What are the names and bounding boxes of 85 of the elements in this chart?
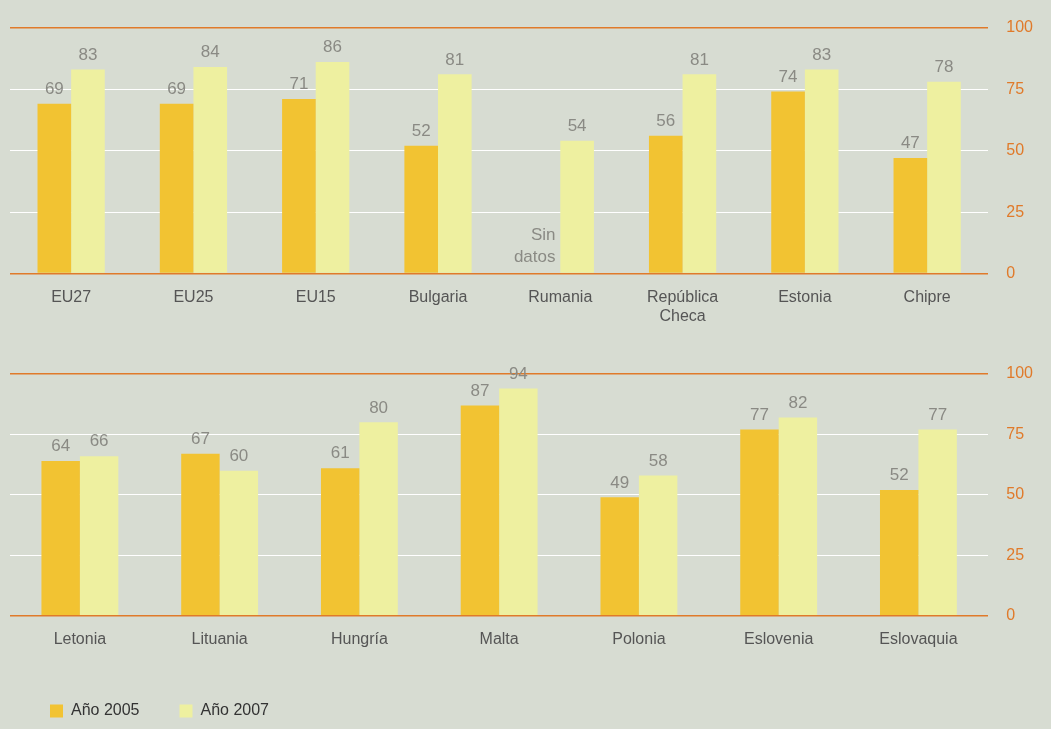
y-tick-label: 25 xyxy=(1006,545,1025,563)
y-tick-label: 0 xyxy=(1006,264,1016,282)
data-label: 58 xyxy=(648,450,668,470)
bar xyxy=(438,74,472,273)
bar xyxy=(560,140,594,273)
data-label: 83 xyxy=(812,44,832,64)
x-tick-label: Rumania xyxy=(528,287,593,305)
data-label: 54 xyxy=(567,115,587,135)
y-tick-label: 75 xyxy=(1006,424,1025,442)
bar xyxy=(638,475,678,616)
x-tick-label: República Checa xyxy=(647,287,719,324)
x-tick-label: Chipre xyxy=(903,287,951,305)
data-label: 82 xyxy=(788,392,808,412)
data-label: 67 xyxy=(190,428,210,448)
bar xyxy=(315,62,350,273)
bar xyxy=(927,81,961,273)
data-label: 87 xyxy=(470,380,490,400)
bar xyxy=(359,422,398,616)
bar xyxy=(193,66,228,273)
bar xyxy=(648,135,683,273)
x-tick-label: Lituania xyxy=(191,629,248,647)
bar xyxy=(499,388,538,616)
bar xyxy=(219,470,259,616)
x-tick-label: Hungría xyxy=(330,629,388,647)
bar xyxy=(37,103,72,273)
bar xyxy=(71,69,105,273)
x-tick-label: Malta xyxy=(479,629,519,647)
legend-label: Año 2007 xyxy=(200,701,270,719)
data-label: 84 xyxy=(200,42,220,62)
x-tick-label: Polonia xyxy=(612,629,666,647)
data-label: 69 xyxy=(44,79,64,99)
data-label: 86 xyxy=(323,37,342,57)
bar xyxy=(41,461,80,616)
bar xyxy=(181,453,220,616)
data-label: 77 xyxy=(928,404,948,424)
bar xyxy=(771,91,805,273)
data-label: 56 xyxy=(656,111,676,131)
bar xyxy=(460,405,500,616)
x-tick-label: EU25 xyxy=(173,287,214,305)
bar xyxy=(804,69,839,273)
y-tick-label: 50 xyxy=(1006,485,1025,503)
x-tick-label: Letonia xyxy=(53,629,107,647)
x-tick-label: EU15 xyxy=(295,287,336,305)
data-label: 78 xyxy=(934,56,954,76)
y-tick-label: 100 xyxy=(1006,18,1034,36)
data-label: 69 xyxy=(167,79,187,99)
y-tick-label: 25 xyxy=(1006,202,1025,220)
x-tick-label: EU27 xyxy=(51,287,92,305)
x-tick-label: Bulgaria xyxy=(408,287,468,305)
data-label: 83 xyxy=(78,44,98,64)
data-label: 49 xyxy=(610,472,630,492)
data-label: 52 xyxy=(411,120,431,140)
bar xyxy=(740,429,779,616)
data-label: 81 xyxy=(445,49,465,69)
bar xyxy=(893,157,928,273)
bar xyxy=(879,490,919,616)
data-label: 80 xyxy=(369,397,389,417)
data-label: 71 xyxy=(289,74,309,94)
data-label: 81 xyxy=(689,49,709,69)
bar xyxy=(159,103,194,273)
data-label: 60 xyxy=(229,445,249,465)
annotation: Sin datos xyxy=(513,224,556,266)
bar xyxy=(600,497,639,616)
bar xyxy=(320,468,360,616)
bar xyxy=(282,98,316,273)
legend-label: Año 2005 xyxy=(71,701,140,719)
bar xyxy=(918,429,957,616)
y-tick-label: 100 xyxy=(1006,364,1034,382)
x-tick-label: Eslovaquia xyxy=(879,629,958,647)
data-label: 61 xyxy=(330,443,350,463)
x-tick-label: Eslovenia xyxy=(743,629,814,647)
data-label: 77 xyxy=(749,404,769,424)
bar xyxy=(682,74,717,273)
bar xyxy=(778,417,818,616)
bar xyxy=(404,145,439,273)
y-tick-label: 50 xyxy=(1006,141,1025,159)
x-tick-label: Estonia xyxy=(778,287,832,305)
y-tick-label: 0 xyxy=(1006,606,1016,624)
data-label: 66 xyxy=(89,431,109,451)
data-label: 74 xyxy=(778,66,798,86)
bar xyxy=(79,456,119,616)
data-label: 64 xyxy=(51,436,71,456)
y-tick-label: 75 xyxy=(1006,79,1025,97)
data-label: 52 xyxy=(889,465,909,485)
data-label: 47 xyxy=(900,133,920,153)
